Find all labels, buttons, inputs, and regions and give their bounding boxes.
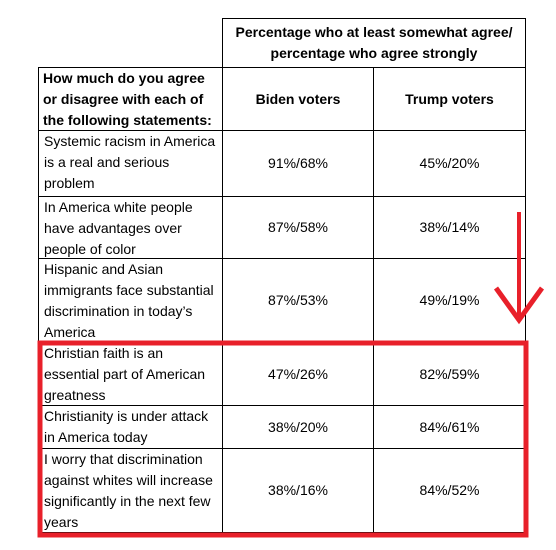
statement-cell: Christianity is under attack in America … — [38, 405, 223, 449]
statement-cell: I worry that discrimination against whit… — [38, 448, 223, 533]
highlight-box — [37, 340, 529, 538]
statement-cell: Christian faith is an essential part of … — [38, 342, 223, 406]
statement-cell: Hispanic and Asian immigrants face subst… — [38, 258, 223, 343]
arrow-head — [493, 286, 545, 325]
